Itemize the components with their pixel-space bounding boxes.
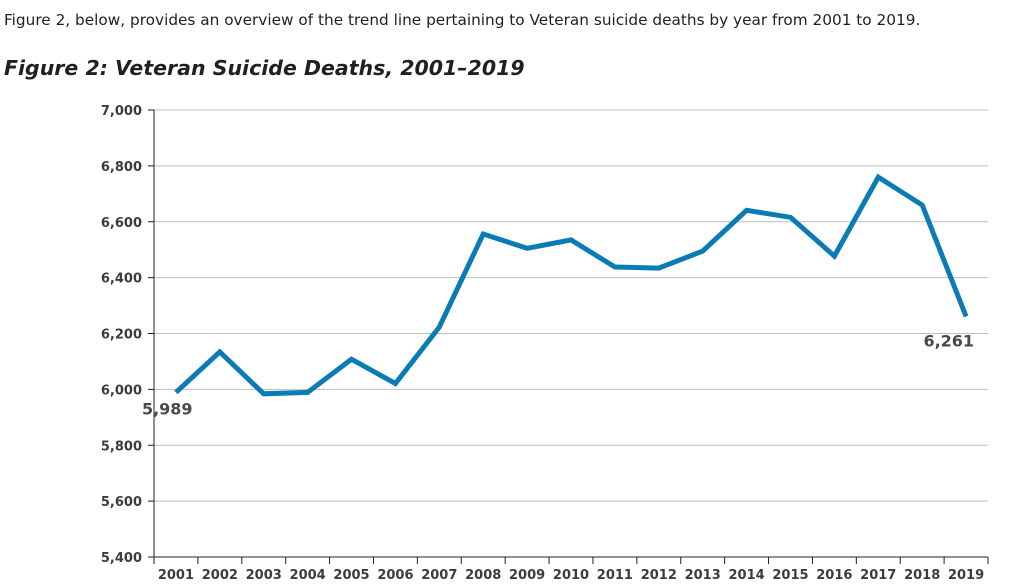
y-tick-label: 5,400 [101, 551, 142, 566]
data-labels: 5,989 6,261 [142, 331, 974, 418]
y-tick-label: 7,000 [101, 104, 142, 119]
x-tick-label: 2001 [158, 568, 194, 583]
y-tick-label: 6,400 [101, 272, 142, 287]
x-tick-label: 2004 [290, 568, 326, 583]
x-tick-label: 2019 [948, 568, 984, 583]
x-tick-label: 2009 [509, 568, 545, 583]
y-tick-label: 5,800 [101, 439, 142, 454]
figure-title: Figure 2: Veteran Suicide Deaths, 2001–2… [4, 56, 525, 80]
series-layer [174, 173, 969, 397]
series-line [174, 173, 969, 397]
x-tick-label: 2002 [202, 568, 238, 583]
data-label: 5,989 [142, 399, 193, 418]
y-tick-label: 6,200 [101, 328, 142, 343]
x-tick-label: 2012 [641, 568, 677, 583]
y-tick-labels: 5,400 5,600 5,800 6,000 6,200 6,400 6,600 6,800… [101, 104, 142, 566]
y-tick-label: 6,600 [101, 216, 142, 231]
data-label: 6,261 [923, 331, 974, 350]
x-tick-label: 2006 [377, 568, 413, 583]
x-tick-label: 2015 [772, 568, 808, 583]
x-tick-label: 2010 [553, 568, 589, 583]
y-tick-label: 6,000 [101, 383, 142, 398]
x-tick-label: 2016 [816, 568, 852, 583]
y-tick-label: 6,800 [101, 160, 142, 175]
x-tick-labels: 2001 2002 2003 2004 2005 2006 2007 2008 2009 2010… [158, 568, 984, 583]
x-tick-label: 2011 [597, 568, 633, 583]
x-tick-label: 2018 [904, 568, 940, 583]
intro-text: Figure 2, below, provides an overview of… [4, 11, 921, 29]
x-tick-label: 2005 [333, 568, 369, 583]
x-tick-label: 2014 [728, 568, 764, 583]
x-tick-label: 2017 [860, 568, 896, 583]
x-tick-label: 2003 [246, 568, 282, 583]
y-tick-label: 5,600 [101, 495, 142, 510]
x-tick-label: 2008 [465, 568, 501, 583]
x-tick-label: 2007 [421, 568, 457, 583]
axes [148, 109, 989, 564]
x-tick-label: 2013 [685, 568, 721, 583]
gridlines [154, 109, 988, 502]
